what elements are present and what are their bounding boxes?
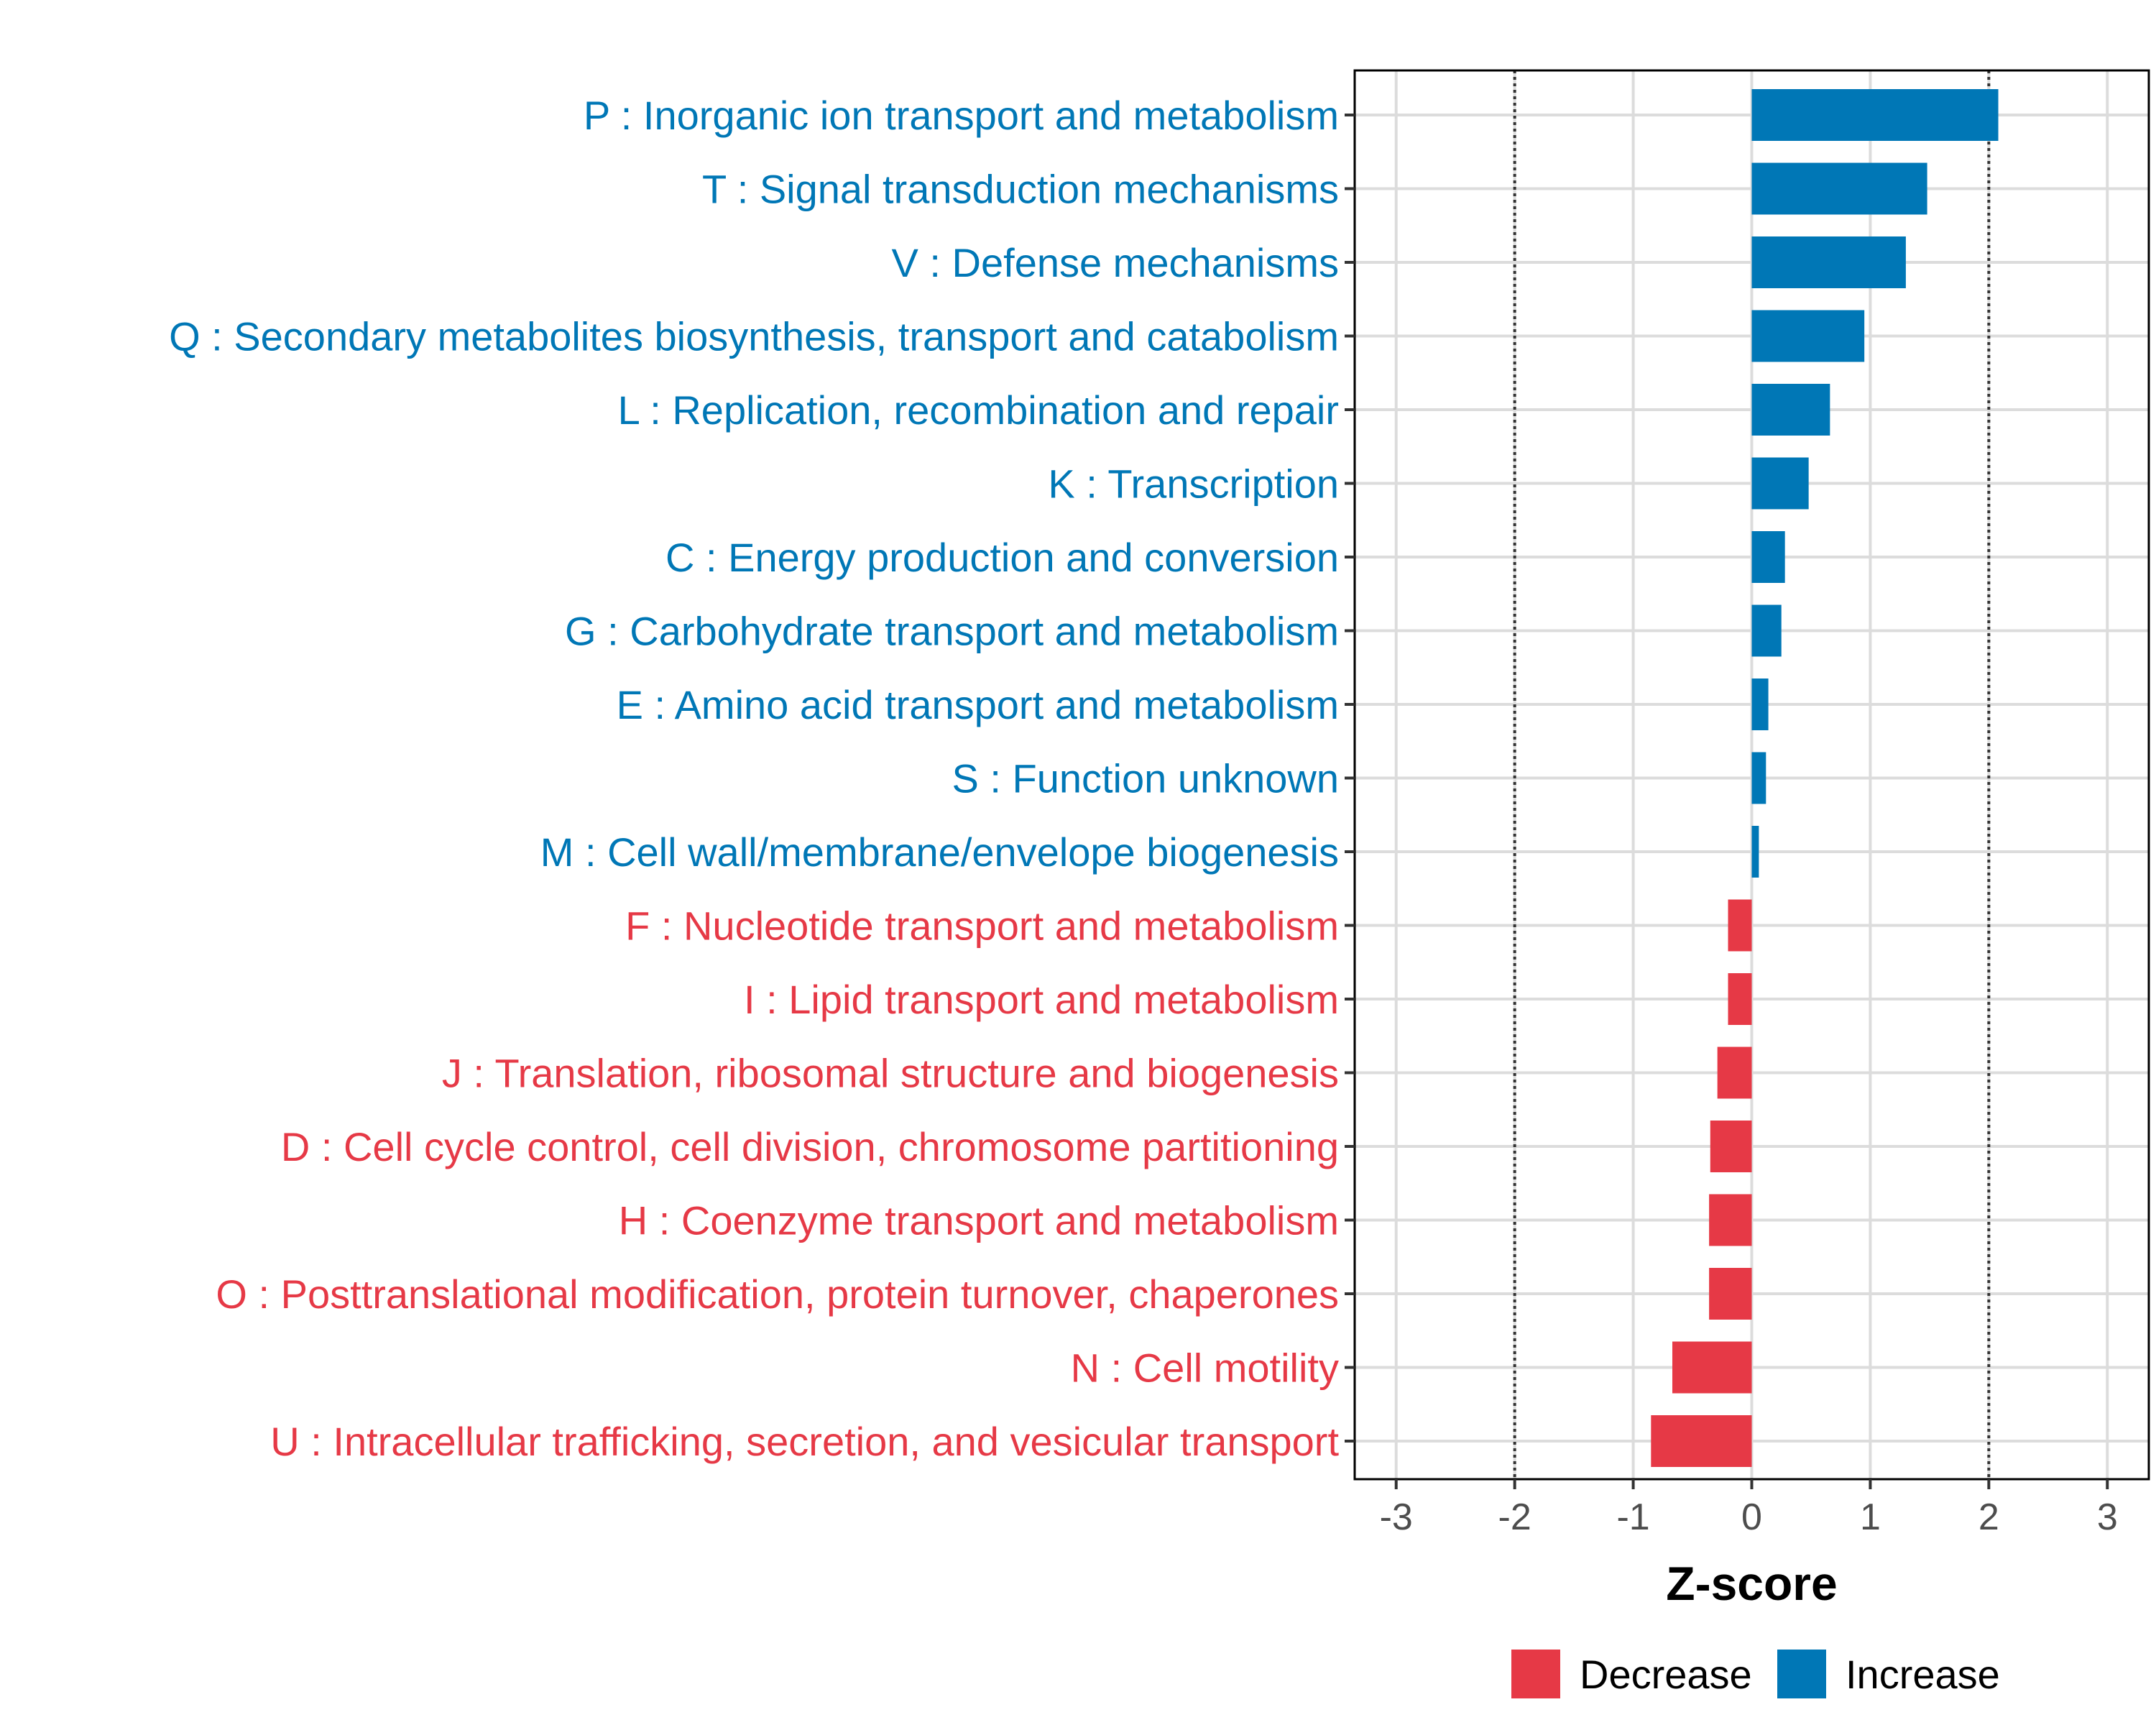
bar-12 [1728,973,1752,1025]
bar-1 [1751,162,1927,215]
bar-7 [1751,604,1782,657]
category-label: D : Cell cycle control, cell division, c… [281,1124,1339,1169]
legend-swatch-decrease [1511,1650,1560,1698]
category-label: I : Lipid transport and metabolism [744,977,1339,1022]
category-label: E : Amino acid transport and metabolism [617,682,1339,727]
bar-2 [1751,236,1906,288]
bar-9 [1751,752,1766,804]
legend-swatch-increase [1777,1650,1826,1698]
category-label: V : Defense mechanisms [892,240,1339,285]
category-label: U : Intracellular trafficking, secretion… [270,1419,1339,1464]
bar-0 [1751,89,1999,141]
bar-16 [1709,1268,1752,1320]
category-label: J : Translation, ribosomal structure and… [442,1051,1339,1096]
bar-8 [1751,678,1769,730]
x-tick-label: 0 [1741,1496,1762,1538]
bar-10 [1751,826,1759,878]
legend-label-increase: Increase [1846,1652,2000,1697]
category-label: S : Function unknown [952,756,1339,801]
y-axis-labels: P : Inorganic ion transport and metaboli… [169,93,1339,1464]
x-axis-tick-labels: -3 -2 -1 0 1 2 3 [1380,1496,2118,1538]
bar-11 [1728,899,1752,952]
bar-17 [1672,1341,1752,1394]
category-label: P : Inorganic ion transport and metaboli… [584,93,1339,138]
bar-6 [1751,531,1785,583]
bar-3 [1751,310,1865,362]
category-label: N : Cell motility [1071,1346,1339,1391]
category-label: O : Posttranslational modification, prot… [216,1271,1339,1317]
category-label: Q : Secondary metabolites biosynthesis, … [169,314,1339,359]
bar-13 [1717,1046,1752,1099]
bar-15 [1709,1194,1752,1246]
category-label: T : Signal transduction mechanisms [702,167,1339,212]
x-tick-label: 3 [2097,1496,2118,1538]
category-label: G : Carbohydrate transport and metabolis… [565,609,1339,654]
x-tick-label: -2 [1498,1496,1531,1538]
category-label: F : Nucleotide transport and metabolism [625,903,1339,949]
x-axis-title: Z-score [1666,1557,1837,1610]
bar-14 [1710,1121,1752,1172]
category-label: H : Coenzyme transport and metabolism [619,1198,1339,1243]
x-axis-ticks [1394,1479,2109,1489]
category-label: L : Replication, recombination and repai… [618,387,1339,433]
x-tick-label: 1 [1860,1496,1881,1538]
bar-18 [1651,1415,1752,1467]
bar-4 [1751,384,1830,436]
bars [1651,89,1999,1467]
legend-label-decrease: Decrease [1580,1652,1752,1697]
y-axis-ticks [1345,114,1355,1443]
bar-5 [1751,457,1809,510]
legend: Decrease Increase [1511,1650,2000,1698]
category-label: K : Transcription [1048,461,1339,507]
x-tick-label: -1 [1616,1496,1649,1538]
x-tick-label: 2 [1978,1496,1999,1538]
category-label: C : Energy production and conversion [665,535,1339,580]
reference-lines [1513,70,1991,1479]
category-label: M : Cell wall/membrane/envelope biogenes… [540,829,1339,875]
x-tick-label: -3 [1380,1496,1413,1538]
